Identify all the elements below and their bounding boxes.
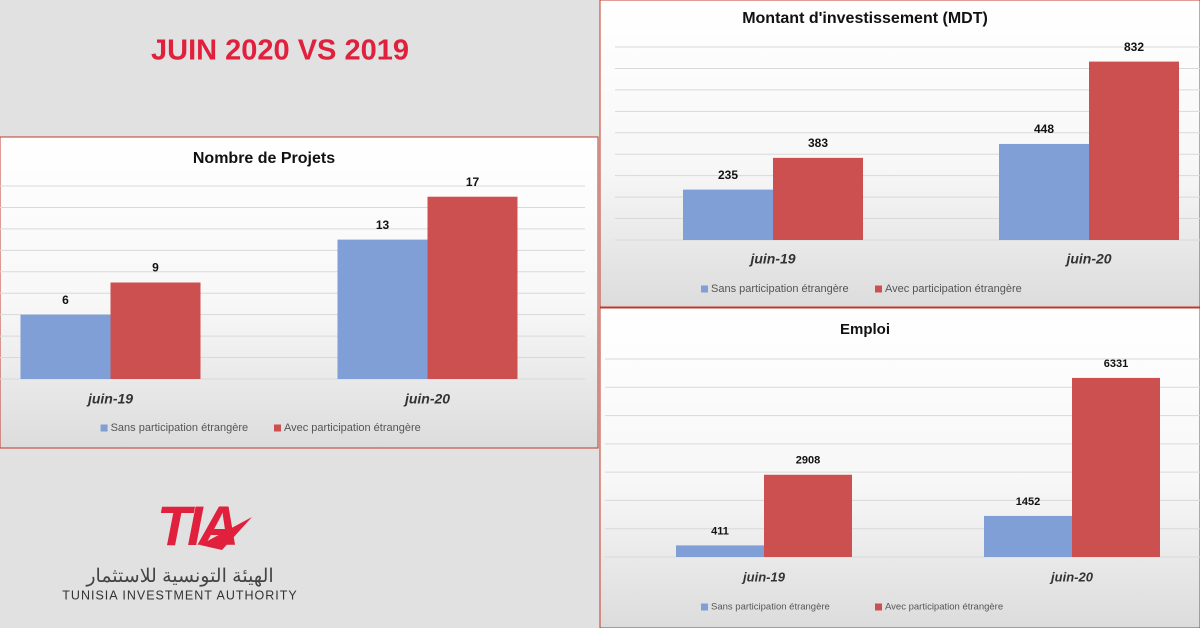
data-label: 448 — [1034, 122, 1054, 136]
legend-swatch — [875, 603, 882, 611]
bar — [764, 474, 852, 557]
bar — [984, 515, 1072, 557]
legend-swatch — [100, 424, 108, 432]
x-tick-label: juin-20 — [1064, 251, 1111, 267]
bar — [110, 282, 201, 379]
data-label: 1452 — [1016, 496, 1040, 508]
bar — [773, 157, 863, 240]
legend-label: Avec participation étrangère — [284, 422, 421, 434]
chart: Emploi juin-19 411 2908 juin-20 1452 6331 Sans … — [599, 307, 1200, 628]
data-label: 9 — [152, 261, 159, 275]
data-label: 17 — [466, 175, 480, 189]
x-tick-label: juin-20 — [403, 391, 450, 407]
bar — [676, 545, 764, 557]
legend-label: Sans participation étrangère — [111, 422, 249, 434]
chart-title: Montant d'investissement (MDT) — [742, 10, 988, 27]
data-label: 6331 — [1104, 358, 1128, 370]
bar — [337, 239, 428, 379]
logo-swoosh — [200, 517, 252, 550]
x-tick-label: juin-19 — [741, 569, 786, 584]
bar — [20, 314, 111, 379]
bar — [1072, 377, 1160, 557]
data-label: 6 — [62, 293, 69, 307]
legend-swatch — [701, 285, 708, 293]
legend-label: Avec participation étrangère — [885, 283, 1022, 295]
data-label: 235 — [718, 168, 738, 182]
bar — [1089, 61, 1179, 241]
chart: Nombre de Projets juin-19 6 9 juin-20 13 17 San… — [0, 136, 599, 449]
legend-swatch — [701, 603, 708, 611]
chart-title: Emploi — [840, 321, 890, 338]
chart: Montant d'investissement (MDT) juin-19 235… — [599, 0, 1200, 308]
x-tick-label: juin-20 — [1049, 569, 1094, 584]
logo-arabic: الهيئة التونسية للاستثمار — [85, 566, 273, 587]
bar — [683, 189, 773, 240]
legend-label: Sans participation étrangère — [711, 602, 830, 613]
data-label: 2908 — [796, 455, 820, 467]
legend-label: Avec participation étrangère — [885, 602, 1003, 613]
x-tick-label: juin-19 — [86, 391, 133, 407]
legend-label: Sans participation étrangère — [711, 283, 849, 295]
legend-swatch — [274, 424, 281, 432]
logo-mark: TIA — [157, 494, 236, 557]
x-tick-label: juin-19 — [748, 251, 795, 267]
chart-title: Nombre de Projets — [193, 150, 335, 167]
data-label: 832 — [1124, 40, 1144, 54]
bar — [999, 143, 1089, 240]
legend-swatch — [875, 285, 882, 293]
logo-name: TUNISIA INVESTMENT AUTHORITY — [62, 588, 297, 602]
logo: TIA الهيئة التونسية للاستثمار TUNISIA IN… — [62, 494, 297, 603]
data-label: 411 — [711, 525, 729, 537]
bar — [427, 196, 518, 379]
data-label: 383 — [808, 136, 828, 150]
data-label: 13 — [376, 218, 390, 232]
page-title: JUIN 2020 VS 2019 — [151, 35, 409, 67]
